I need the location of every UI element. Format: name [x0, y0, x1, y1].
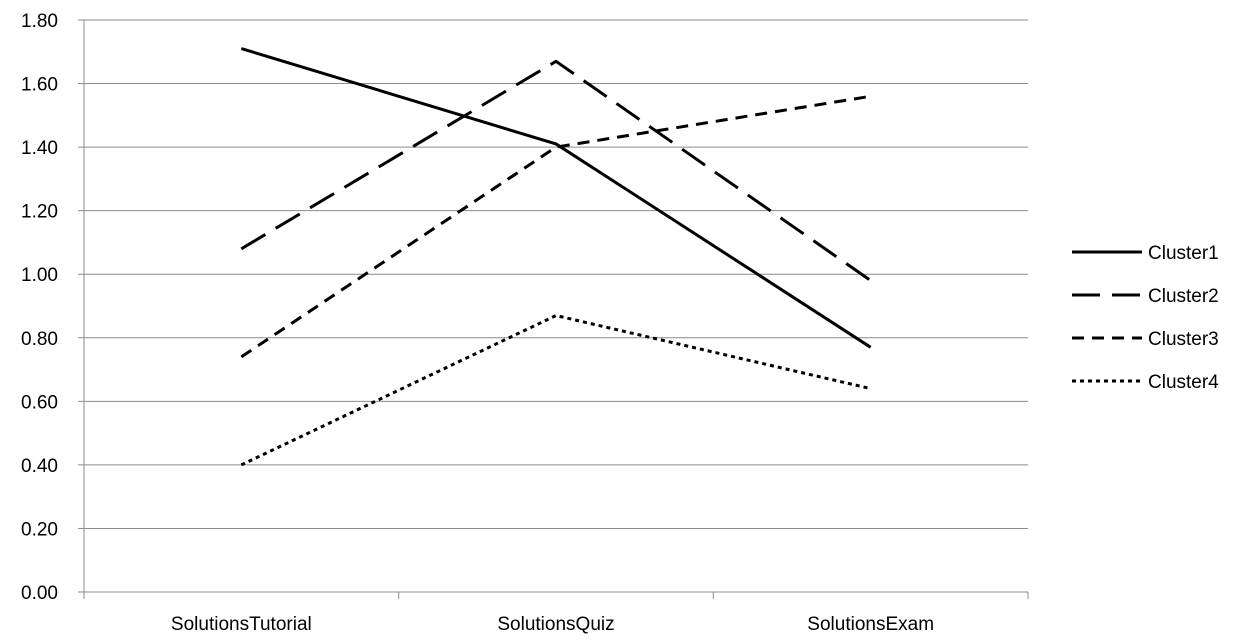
legend-label: Cluster2 — [1148, 286, 1219, 307]
y-tick-label: 1.00 — [21, 265, 58, 286]
x-tick-label: SolutionsQuiz — [497, 614, 614, 635]
series-line-cluster1 — [240, 47, 872, 349]
y-tick-label: 0.80 — [21, 329, 58, 350]
series-line-cluster2 — [240, 59, 872, 282]
series-lines — [240, 47, 872, 467]
y-tick-label: 1.80 — [21, 11, 58, 32]
axes — [78, 19, 1029, 599]
y-tick-label: 0.20 — [21, 519, 58, 540]
y-tick-label: 0.60 — [21, 392, 58, 413]
y-tick-label: 1.40 — [21, 138, 58, 159]
y-axis-tick-labels: 0.00 0.20 0.40 0.60 0.80 1.00 1.20 1.40 1.60 1.80 — [21, 11, 58, 604]
y-tick-label: 1.60 — [21, 75, 58, 96]
legend-label: Cluster3 — [1148, 329, 1219, 350]
x-tick-label: SolutionsExam — [807, 614, 934, 635]
x-axis-tick-labels: SolutionsTutorial SolutionsQuiz SolutionsE… — [171, 614, 934, 635]
legend-label: Cluster4 — [1148, 372, 1219, 393]
y-tick-label: 1.20 — [21, 202, 58, 223]
legend: Cluster1 Cluster2 Cluster3 Cluster4 — [1072, 243, 1219, 393]
x-tick-label: SolutionsTutorial — [171, 614, 312, 635]
y-tick-label: 0.00 — [21, 583, 58, 604]
gridlines — [84, 19, 1028, 529]
y-tick-label: 0.40 — [21, 456, 58, 477]
series-line-cluster4 — [240, 314, 872, 467]
series-line-cluster3 — [240, 94, 871, 359]
legend-label: Cluster1 — [1148, 243, 1219, 264]
